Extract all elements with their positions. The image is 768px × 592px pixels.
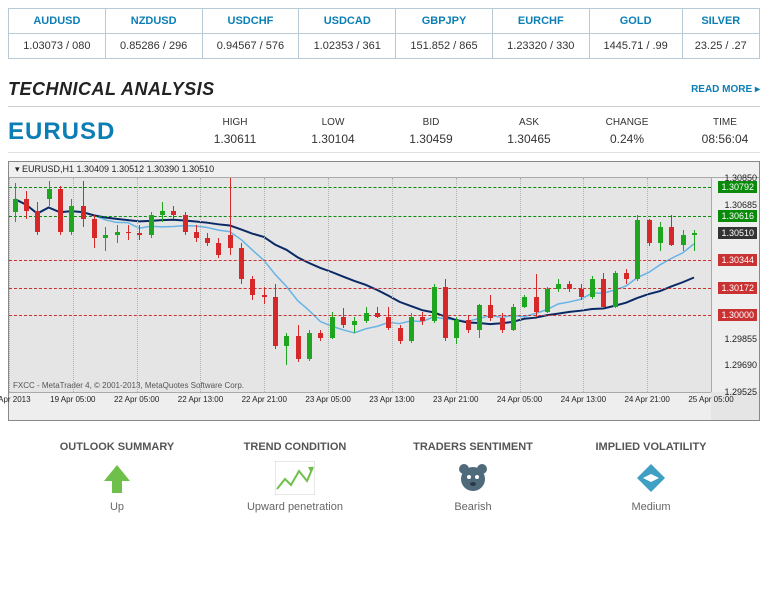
quote-col: HIGH 1.30611 [200,117,270,146]
quote-value: 1.30465 [494,132,564,146]
summary-col: TREND CONDITION Upward penetration [220,441,370,513]
ticker-value: 0.85286 / 296 [105,34,202,59]
x-tick: 24 Apr 21:00 [624,395,669,404]
ticker-header[interactable]: EURCHF [492,9,589,34]
ticker-value: 1.03073 / 080 [9,34,106,59]
summary-label: Medium [576,501,726,513]
x-tick: 19 Apr 2013 [0,395,31,404]
price-chart: ▾ EURUSD,H1 1.30409 1.30512 1.30390 1.30… [8,161,760,421]
x-tick: 19 Apr 05:00 [50,395,95,404]
price-label: 1.30616 [718,210,757,222]
quote-value: 08:56:04 [690,132,760,146]
summary-col: OUTLOOK SUMMARY Up [42,441,192,513]
ticker-value: 151.852 / 865 [396,34,493,59]
ticker-header[interactable]: AUDUSD [9,9,106,34]
ticker-value: 1.23320 / 330 [492,34,589,59]
ticker-table: AUDUSDNZDUSDUSDCHFUSDCADGBPJPYEURCHFGOLD… [8,8,760,59]
quote-value: 1.30104 [298,132,368,146]
price-label: 1.30792 [718,181,757,193]
quote-label: TIME [690,117,760,128]
quote-col: TIME 08:56:04 [690,117,760,146]
ticker-value: 0.94567 / 576 [202,34,299,59]
quote-col: CHANGE 0.24% [592,117,662,146]
ticker-header[interactable]: USDCHF [202,9,299,34]
ticker-header[interactable]: GBPJPY [396,9,493,34]
summary-head: TREND CONDITION [220,441,370,453]
read-more-link[interactable]: READ MORE [691,84,760,95]
quote-col: LOW 1.30104 [298,117,368,146]
ticker-header[interactable]: GOLD [589,9,682,34]
y-tick: 1.29690 [724,360,757,370]
summary-head: TRADERS SENTIMENT [398,441,548,453]
trend-line-icon [220,461,370,495]
summary-head: OUTLOOK SUMMARY [42,441,192,453]
quote-label: HIGH [200,117,270,128]
summary-label: Upward penetration [220,501,370,513]
quote-value: 1.30611 [200,132,270,146]
chart-title-bar: ▾ EURUSD,H1 1.30409 1.30512 1.30390 1.30… [9,162,759,178]
x-tick: 23 Apr 13:00 [369,395,414,404]
quote-label: BID [396,117,466,128]
x-tick: 25 Apr 05:00 [688,395,733,404]
summary-label: Up [42,501,192,513]
x-tick: 23 Apr 05:00 [305,395,350,404]
x-tick: 22 Apr 05:00 [114,395,159,404]
quote-col: ASK 1.30465 [494,117,564,146]
x-tick: 24 Apr 13:00 [561,395,606,404]
ticker-value: 1.02353 / 361 [299,34,396,59]
quote-value: 0.24% [592,132,662,146]
summary-head: IMPLIED VOLATILITY [576,441,726,453]
bear-icon [398,461,548,495]
x-tick: 22 Apr 21:00 [242,395,287,404]
ticker-value: 23.25 / .27 [682,34,759,59]
price-label: 1.30510 [718,227,757,239]
quote-col: BID 1.30459 [396,117,466,146]
y-tick: 1.30685 [724,200,757,210]
summary-row: OUTLOOK SUMMARY Up TREND CONDITION Upward… [8,435,760,519]
quote-label: LOW [298,117,368,128]
arrow-up-icon [42,461,192,495]
quote-label: ASK [494,117,564,128]
summary-label: Bearish [398,501,548,513]
quote-bar: EURUSD HIGH 1.30611 LOW 1.30104 BID 1.30459 AS… [8,117,760,146]
ticker-header[interactable]: NZDUSD [105,9,202,34]
quote-value: 1.30459 [396,132,466,146]
x-tick: 24 Apr 05:00 [497,395,542,404]
ticker-header[interactable]: SILVER [682,9,759,34]
separator [8,152,760,153]
chart-y-axis: 1.308501.306851.305101.303441.301721.300… [711,178,759,392]
x-tick: 23 Apr 21:00 [433,395,478,404]
section-title: TECHNICAL ANALYSIS [8,79,215,100]
chart-x-axis: 19 Apr 201319 Apr 05:0022 Apr 05:0022 Ap… [9,392,711,420]
quote-label: CHANGE [592,117,662,128]
summary-col: IMPLIED VOLATILITY Medium [576,441,726,513]
price-label: 1.30172 [718,282,757,294]
section-header: TECHNICAL ANALYSIS READ MORE [8,79,760,107]
x-tick: 22 Apr 13:00 [178,395,223,404]
ticker-header[interactable]: USDCAD [299,9,396,34]
price-label: 1.30344 [718,254,757,266]
diamond-icon [576,461,726,495]
summary-col: TRADERS SENTIMENT Bearish [398,441,548,513]
pair-symbol: EURUSD [8,118,115,146]
ticker-value: 1445.71 / .99 [589,34,682,59]
y-tick: 1.29855 [724,334,757,344]
price-label: 1.30000 [718,309,757,321]
chart-footer-note: FXCC - MetaTrader 4, © 2001-2013, MetaQu… [13,381,244,390]
